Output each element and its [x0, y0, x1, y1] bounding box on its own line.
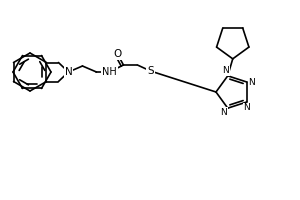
Text: N: N	[222, 66, 229, 75]
Text: O: O	[113, 49, 122, 59]
Text: NH: NH	[102, 67, 117, 77]
Text: N: N	[243, 103, 250, 112]
Text: S: S	[147, 66, 154, 76]
Text: N: N	[64, 67, 72, 77]
Text: N: N	[220, 108, 227, 117]
Text: N: N	[248, 78, 255, 87]
